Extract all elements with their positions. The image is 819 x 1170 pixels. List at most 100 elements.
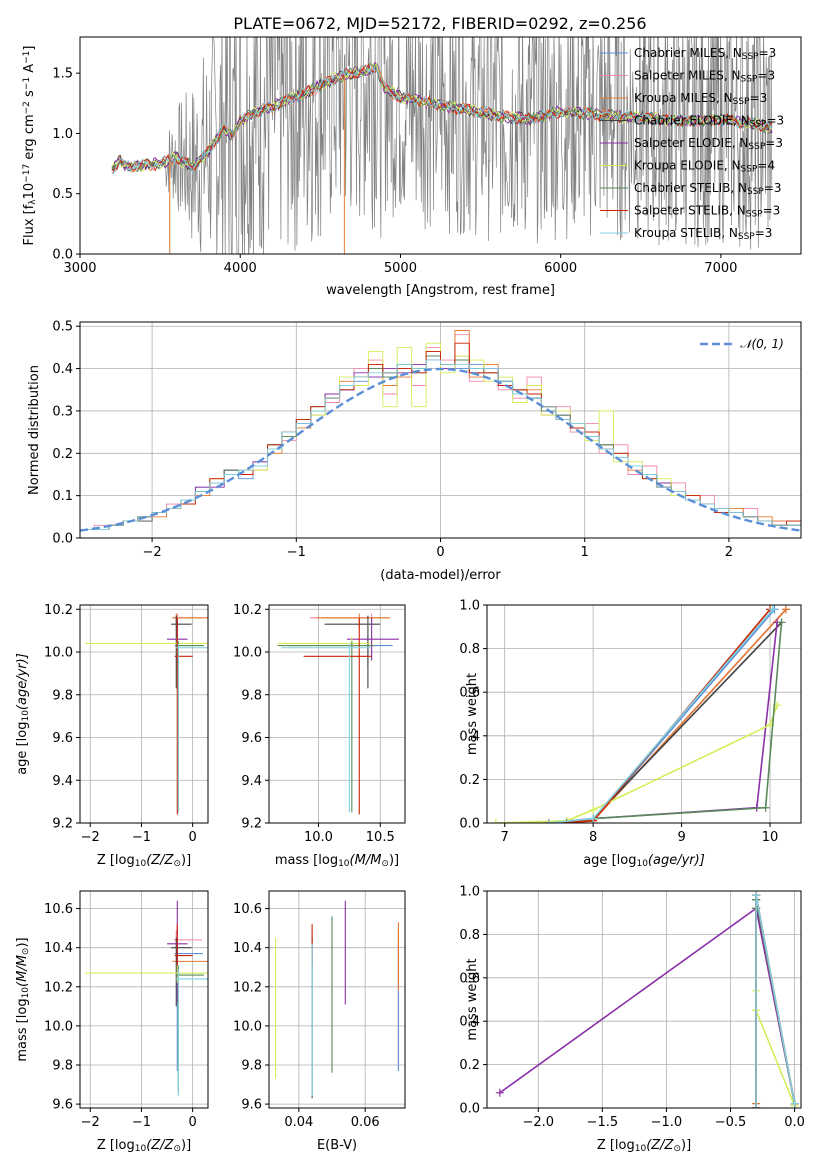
- spectrum-ytick-label: 0.5: [52, 187, 73, 202]
- mass_weight_vs_Z-ytick-label: 0.6: [459, 971, 480, 986]
- mass_weight_vs_age-plot-area: [491, 605, 790, 823]
- mass_weight_vs_Z-ytick-label: 0.0: [459, 1102, 480, 1117]
- residuals-frame: [79, 321, 802, 539]
- spectrum-model-line: [111, 63, 773, 172]
- mass_vs_Z-ytick-label: 10.2: [44, 980, 73, 995]
- age_vs_Z-ytick-label: 9.2: [52, 817, 73, 832]
- mass_vs_ebv-ytick-label: 10.2: [233, 980, 262, 995]
- age_vs_mass-ytick-label: 10.2: [233, 603, 262, 618]
- residuals-xlabel: (data-model)/error: [380, 568, 501, 583]
- mass_weight_vs_Z-ytick-label: 0.8: [459, 928, 480, 943]
- spectrum-ylabel: Flux [fλ10−17 erg cm−2 s−1 A−1]: [22, 46, 38, 246]
- spectrum-xtick-label: 4000: [224, 261, 257, 276]
- legend-label: Chabrier ELODIE, NSSP=3: [634, 114, 784, 130]
- legend-label: Salpeter STELIB, NSSP=3: [634, 204, 780, 220]
- mass_weight_vs_Z-xtick-label: −2.0: [522, 1115, 554, 1130]
- age_vs_Z-plot-area: [85, 613, 208, 815]
- mass_weight_vs_age-ytick-label: 0.2: [459, 773, 480, 788]
- age_vs_mass-xlabel: mass [log10(M/M⊙)]: [275, 853, 399, 869]
- age_vs_Z-xlabel: Z [log10(Z/Z⊙)]: [97, 853, 191, 869]
- mass_vs_ebv-plot-area: [275, 900, 399, 1099]
- age_vs_mass-ytick-label: 9.6: [241, 731, 262, 746]
- residuals-ylabel: Normed distribution: [27, 365, 42, 495]
- age_vs_mass-ytick-label: 9.4: [241, 774, 262, 789]
- mass_vs_Z-ytick-label: 10.6: [44, 902, 73, 917]
- age_vs_Z-ylabel: age [log10(age/yr)]: [15, 653, 31, 775]
- age_vs_Z-ytick-label: 9.6: [52, 731, 73, 746]
- mass_vs_Z-ytick-label: 9.8: [52, 1058, 73, 1073]
- mass_weight_vs_age-marker: [777, 618, 786, 627]
- mass_weight_vs_Z-marker: [790, 1099, 799, 1108]
- mass_weight_vs_age-ylabel: mass weight: [465, 673, 480, 755]
- mass_weight_vs_Z-plot-area: [495, 891, 799, 1108]
- mass_weight_vs_age-marker: [781, 605, 790, 614]
- residuals-xtick-label: −1: [287, 545, 306, 560]
- mass_weight_vs_age-marker: [589, 814, 598, 823]
- age_vs_Z-xtick-label: 0: [188, 830, 196, 845]
- spectrum-xtick-label: 5000: [384, 261, 417, 276]
- spectrum-ytick-label: 0.0: [52, 248, 73, 263]
- mass_weight_vs_Z-xtick-label: 0.0: [784, 1115, 805, 1130]
- age_vs_Z-ytick-label: 9.8: [52, 688, 73, 703]
- age_vs_Z-ytick-label: 10.0: [44, 646, 73, 661]
- mass_weight_vs_age-marker: [761, 803, 770, 812]
- residuals-legend-label: 𝒩(0, 1): [740, 337, 784, 351]
- mass_vs_ebv-ytick-label: 10.6: [233, 902, 262, 917]
- spectrum-xtick-label: 3000: [63, 261, 96, 276]
- mass_vs_ebv-xtick-label: 0.06: [351, 1115, 380, 1130]
- spectrum-frame: [79, 36, 802, 255]
- residuals-ytick-label: 0.4: [52, 362, 73, 377]
- mass_vs_ebv-ytick-label: 10.0: [233, 1019, 262, 1034]
- spectrum-legend: Chabrier MILES, NSSP=3 Salpeter MILES, NS…: [600, 46, 784, 242]
- mass_weight_vs_Z-marker: [495, 1088, 504, 1097]
- mass_weight_vs_age-ytick-label: 0.4: [459, 729, 480, 744]
- mass_weight_vs_Z-xtick-label: −1.0: [651, 1115, 683, 1130]
- mass_vs_ebv-axes: 0.04 0.06 9.6 9.8 10.0 10.2 10.4 10.6: [233, 891, 405, 1130]
- mass_weight_vs_Z-ylabel: mass weight: [465, 958, 480, 1040]
- age_vs_Z-xtick-label: −2: [81, 830, 100, 845]
- mass_weight_vs_age-ytick-label: 0.8: [459, 642, 480, 657]
- age_vs_Z-ytick-label: 9.4: [52, 774, 73, 789]
- mass_weight_vs_Z-marker: [752, 891, 761, 900]
- mass_weight_vs_Z-ytick-label: 0.4: [459, 1015, 480, 1030]
- age_vs_mass-xtick-label: 10.5: [366, 830, 395, 845]
- mass_weight_vs_Z-xtick-label: −1.5: [587, 1115, 619, 1130]
- spectrum-xtick-label: 6000: [544, 261, 577, 276]
- mass_vs_Z-ytick-label: 9.6: [52, 1098, 73, 1113]
- age_vs_Z-frame: [79, 604, 209, 824]
- plot-layer: 3000 4000 5000 6000 70000.00.51.01.5waveleng…: [15, 36, 805, 1154]
- mass_weight_vs_age-marker: [768, 605, 777, 614]
- age_vs_mass-ytick-label: 10.0: [233, 646, 262, 661]
- mass_vs_Z-xtick-label: −2: [81, 1115, 100, 1130]
- residuals-gaussian-curve: [80, 367, 801, 532]
- mass_weight_vs_age-marker: [562, 819, 571, 823]
- mass_weight_vs_Z-xtick-label: −0.5: [715, 1115, 747, 1130]
- mass_weight_vs_age-marker: [491, 819, 500, 823]
- mass_weight_vs_Z-ytick-label: 1.0: [459, 885, 480, 900]
- mass_vs_ebv-ytick-label: 9.6: [241, 1098, 262, 1113]
- mass_vs_ebv-xlabel: E(B-V): [317, 1138, 357, 1153]
- mass_vs_ebv-ytick-label: 9.8: [241, 1058, 262, 1073]
- residuals-xtick-label: 2: [725, 545, 733, 560]
- residuals-xtick-label: 1: [581, 545, 589, 560]
- mass_vs_Z-axes: −2 −1 0 9.6 9.8 10.0 10.2 10.4 10.6: [44, 891, 208, 1130]
- legend-label: Chabrier STELIB, NSSP=3: [634, 181, 782, 197]
- age_vs_mass-ytick-label: 9.2: [241, 817, 262, 832]
- legend-label: Kroupa STELIB, NSSP=3: [634, 226, 772, 242]
- age_vs_Z-xtick-label: −1: [132, 830, 151, 845]
- mass_weight_vs_age-ytick-label: 0.6: [459, 686, 480, 701]
- mass_vs_Z-frame: [79, 890, 209, 1109]
- mass_weight_vs_age-marker: [544, 819, 553, 823]
- spectrum-ytick-label: 1.5: [52, 67, 73, 82]
- mass_weight_vs_age-ytick-label: 1.0: [459, 599, 480, 614]
- age_vs_mass-frame: [268, 604, 406, 824]
- spectrum-model-line: [111, 65, 773, 175]
- legend-label: Salpeter ELODIE, NSSP=3: [634, 136, 783, 152]
- legend-label: Salpeter MILES, NSSP=3: [634, 69, 775, 85]
- residuals-ytick-label: 0.5: [52, 320, 73, 335]
- mass_weight_vs_Z-xlabel: Z [log10(Z/Z⊙)]: [597, 1138, 691, 1154]
- figure-title: PLATE=0672, MJD=52172, FIBERID=0292, z=0…: [233, 14, 646, 33]
- mass_weight_vs_Z-marker: [752, 1104, 761, 1108]
- age_vs_mass-xtick-label: 10.0: [304, 830, 333, 845]
